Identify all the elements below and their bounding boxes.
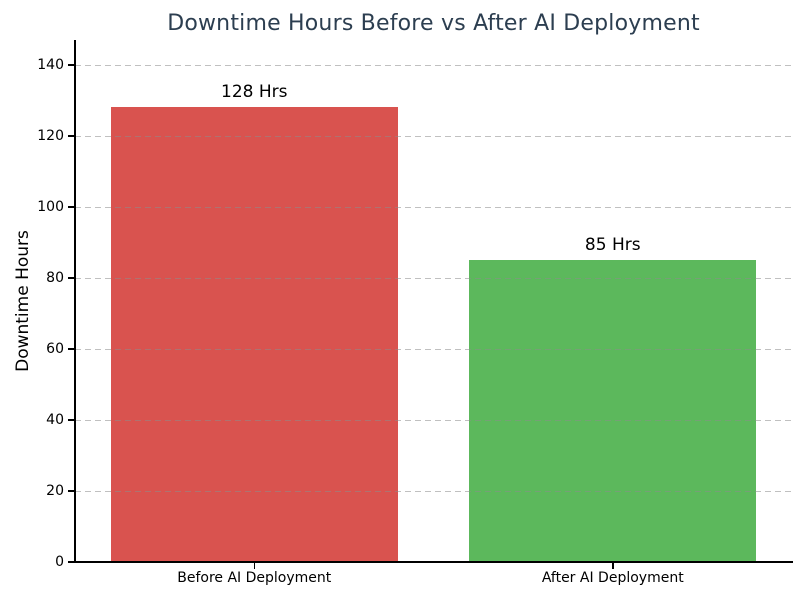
y-tick-label-140: 140 xyxy=(37,56,64,73)
x-tick-mark-after-ai-deployment xyxy=(612,562,614,569)
y-tick-mark-60 xyxy=(68,348,75,350)
y-tick-label-0: 0 xyxy=(55,554,64,570)
x-axis-spine xyxy=(74,561,793,563)
y-tick-label-120: 120 xyxy=(37,127,64,144)
y-tick-label-40: 40 xyxy=(46,411,64,428)
bar-before-ai-deployment xyxy=(110,107,398,562)
gridline-100 xyxy=(75,206,792,208)
y-tick-label-20: 20 xyxy=(46,482,64,499)
bar-value-label-after-ai-deployment: 85 Hrs xyxy=(584,235,641,256)
y-tick-mark-120 xyxy=(68,135,75,137)
y-tick-label-100: 100 xyxy=(37,198,64,215)
chart-title: Downtime Hours Before vs After AI Deploy… xyxy=(167,11,700,36)
x-tick-label-after-ai-deployment: After AI Deployment xyxy=(541,570,684,586)
y-axis-label: Downtime Hours xyxy=(13,230,33,372)
gridline-80 xyxy=(75,277,792,279)
bar-value-label-before-ai-deployment: 128 Hrs xyxy=(221,82,288,103)
y-tick-label-60: 60 xyxy=(46,340,64,357)
bar-after-ai-deployment xyxy=(469,260,757,562)
y-tick-mark-80 xyxy=(68,277,75,279)
gridline-20 xyxy=(75,490,792,492)
x-tick-mark-before-ai-deployment xyxy=(253,562,255,569)
y-tick-mark-20 xyxy=(68,490,75,492)
y-tick-mark-40 xyxy=(68,419,75,421)
y-tick-label-80: 80 xyxy=(46,269,64,286)
y-tick-mark-100 xyxy=(68,206,75,208)
y-tick-mark-140 xyxy=(68,64,75,66)
gridline-40 xyxy=(75,419,792,421)
gridline-140 xyxy=(75,64,792,66)
gridline-60 xyxy=(75,348,792,350)
y-tick-mark-0 xyxy=(68,561,75,563)
gridline-120 xyxy=(75,135,792,137)
x-tick-label-before-ai-deployment: Before AI Deployment xyxy=(177,570,332,586)
y-axis-spine xyxy=(74,40,76,563)
